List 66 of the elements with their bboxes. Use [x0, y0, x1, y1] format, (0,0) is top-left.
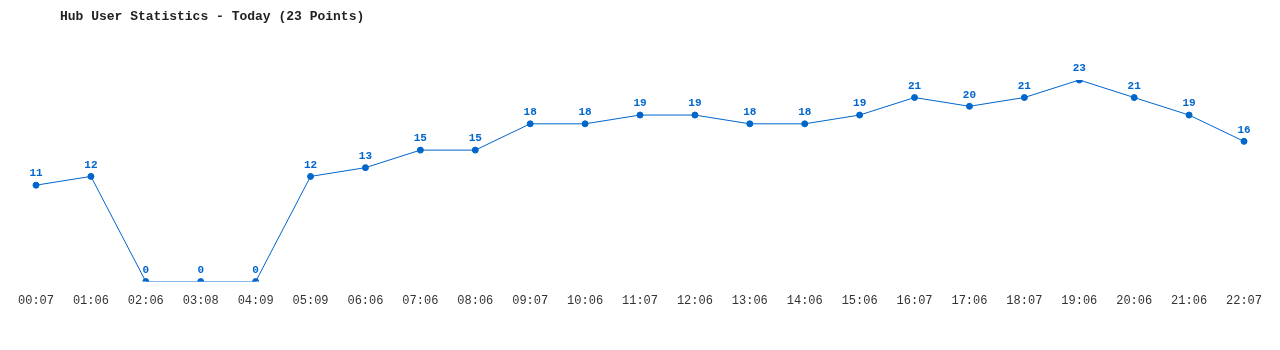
point [1020, 94, 1028, 102]
x-tick-label: 21:06 [1171, 293, 1208, 308]
point [1240, 137, 1248, 145]
x-tick-label: 08:06 [457, 293, 494, 308]
x-tick-label: 15:06 [841, 293, 878, 308]
data-label: 19 [1182, 97, 1196, 110]
x-tick-label: 17:06 [951, 293, 988, 308]
data-label: 19 [853, 97, 867, 110]
point [691, 111, 699, 119]
data-label: 16 [1237, 123, 1251, 136]
x-tick-label: 20:06 [1116, 293, 1153, 308]
data-label: 0 [197, 263, 205, 276]
point [416, 146, 424, 154]
point [471, 146, 479, 154]
data-label: 21 [1127, 79, 1142, 92]
point [746, 120, 754, 128]
point [965, 102, 973, 110]
data-label: 23 [1072, 62, 1087, 75]
data-label: 19 [633, 97, 647, 110]
x-tick-label: 04:09 [237, 293, 274, 308]
point [526, 120, 534, 128]
data-label: 0 [252, 263, 259, 276]
data-label: 0 [142, 263, 150, 276]
x-tick-label: 00:07 [17, 293, 55, 308]
data-label: 11 [29, 167, 43, 180]
x-tick-label: 09:07 [512, 293, 549, 308]
point [307, 172, 315, 180]
data-label: 18 [798, 106, 812, 119]
data-label: 12 [303, 158, 318, 171]
x-tick-label: 02:06 [127, 293, 164, 308]
x-tick-label: 01:06 [72, 293, 109, 308]
data-label: 12 [84, 158, 98, 171]
point [1185, 111, 1193, 119]
x-tick-label: 06:06 [347, 293, 384, 308]
data-label: 20 [962, 88, 977, 101]
data-label: 18 [578, 106, 593, 119]
x-tick-label: 13:06 [731, 293, 768, 308]
point [801, 120, 809, 128]
point [911, 94, 919, 102]
x-tick-label: 16:07 [896, 293, 933, 308]
point [581, 120, 589, 128]
point [1130, 94, 1138, 102]
x-tick-label: 14:06 [786, 293, 823, 308]
data-label: 18 [743, 106, 757, 119]
data-label: 21 [907, 79, 922, 92]
x-tick-label: 11:07 [621, 293, 659, 308]
point [856, 111, 864, 119]
data-label: 15 [468, 132, 483, 145]
data-label: 13 [358, 149, 373, 162]
data-label: 19 [688, 97, 702, 110]
point [32, 181, 40, 189]
data-label: 21 [1017, 79, 1032, 92]
point [87, 172, 95, 180]
x-tick-label: 10:06 [567, 293, 604, 308]
x-tick-label: 19:06 [1061, 293, 1098, 308]
point [361, 164, 369, 172]
x-tick-label: 03:08 [182, 293, 219, 308]
x-tick-label: 07:06 [402, 293, 439, 308]
point [636, 111, 644, 119]
chart-title: Hub User Statistics - Today (23 Points) [60, 9, 365, 24]
x-tick-label: 05:09 [292, 293, 329, 308]
data-label: 15 [413, 132, 428, 145]
x-tick-label: 12:06 [676, 293, 713, 308]
x-tick-label: 18:07 [1006, 293, 1043, 308]
x-tick-label: 22:07 [1225, 293, 1263, 308]
data-label: 18 [523, 106, 538, 119]
